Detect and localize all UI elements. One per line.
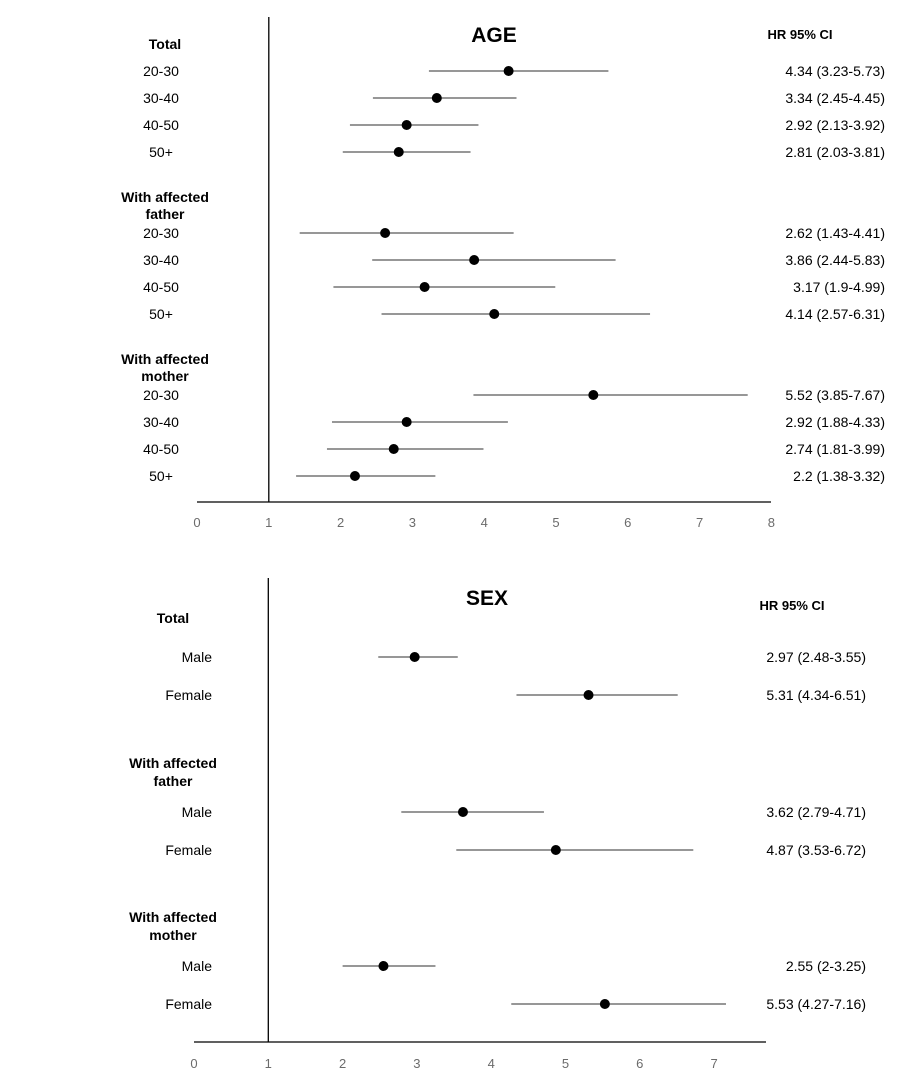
hr-ci-value: 4.14 (2.57-6.31) [785,306,885,322]
hr-point [349,471,360,481]
hr-ci-value: 5.52 (3.85-7.67) [785,387,885,403]
x-tick-label: 2 [339,1056,346,1071]
group-label: Total [149,36,181,52]
hr-point [380,228,391,238]
row-label: Male [182,958,213,974]
group-label: father [146,206,185,222]
hr-ci-value: 3.34 (2.45-4.45) [785,90,885,106]
x-tick-label: 7 [696,515,703,530]
hr-point [503,66,514,76]
row-label: 40-50 [143,117,179,133]
hr-point [588,390,599,400]
group-label: With affected [129,909,217,925]
hr-ci-header: HR 95% CI [767,27,832,42]
hr-ci-value: 2.62 (1.43-4.41) [785,225,885,241]
hr-point [393,147,404,157]
x-tick-label: 4 [481,515,488,530]
forest-plot-age: AGE HR 95% CI 0 1 2 3 4 5 6 7 8 Total 20-30 4.34 (3.2… [121,17,885,530]
hr-point [583,690,594,700]
row-label: Male [182,649,213,665]
row-label: 20-30 [143,225,179,241]
hr-ci-value: 4.87 (3.53-6.72) [766,842,866,858]
group-label: With affected [121,351,209,367]
hr-ci-value: 2.97 (2.48-3.55) [766,649,866,665]
row-label: Female [165,687,212,703]
hr-ci-value: 5.53 (4.27-7.16) [766,996,866,1012]
chart-title: SEX [466,587,508,610]
x-tick-label: 3 [409,515,416,530]
x-tick-label: 0 [193,515,200,530]
x-tick-label: 2 [337,515,344,530]
x-tick-label: 6 [624,515,631,530]
hr-ci-value: 3.62 (2.79-4.71) [766,804,866,820]
row-label: 20-30 [143,63,179,79]
row-label: 30-40 [143,90,179,106]
hr-ci-value: 2.2 (1.38-3.32) [793,468,885,484]
x-tick-label: 7 [710,1056,717,1071]
hr-ci-value: 2.74 (1.81-3.99) [785,441,885,457]
x-tick-label: 4 [488,1056,495,1071]
chart-title: AGE [471,24,517,47]
hr-ci-value: 2.92 (1.88-4.33) [785,414,885,430]
hr-ci-value: 4.34 (3.23-5.73) [785,63,885,79]
group-label: mother [149,927,197,943]
hr-ci-header: HR 95% CI [759,598,824,613]
hr-point [401,120,412,130]
hr-point [388,444,399,454]
row-label: Female [165,996,212,1012]
x-tick-label: 0 [190,1056,197,1071]
row-label: 30-40 [143,252,179,268]
row-label: 40-50 [143,279,179,295]
x-tick-label: 5 [552,515,559,530]
hr-point [599,999,610,1009]
row-label: 50+ [149,144,173,160]
group-label: mother [141,368,189,384]
hr-ci-value: 5.31 (4.34-6.51) [766,687,866,703]
hr-point [419,282,430,292]
x-tick-label: 8 [768,515,775,530]
x-tick-label: 1 [265,1056,272,1071]
hr-point [457,807,468,817]
hr-point [401,417,412,427]
hr-ci-value: 2.55 (2-3.25) [786,958,866,974]
forest-plot-sex: SEX HR 95% CI 0 1 2 3 4 5 6 7 Total Male 2.97 (2.48-… [129,578,866,1071]
row-label: Male [182,804,213,820]
row-label: 30-40 [143,414,179,430]
group-label: With affected [129,755,217,771]
hr-point [489,309,500,319]
row-label: 20-30 [143,387,179,403]
x-tick-label: 5 [562,1056,569,1071]
x-tick-label: 6 [636,1056,643,1071]
hr-point [550,845,561,855]
hr-point [431,93,442,103]
hr-ci-value: 2.81 (2.03-3.81) [785,144,885,160]
hr-ci-value: 3.86 (2.44-5.83) [785,252,885,268]
hr-ci-value: 2.92 (2.13-3.92) [785,117,885,133]
row-label: Female [165,842,212,858]
x-tick-label: 1 [265,515,272,530]
group-label: Total [157,610,189,626]
group-label: With affected [121,189,209,205]
hr-point [378,961,389,971]
x-tick-label: 3 [413,1056,420,1071]
hr-point [409,652,420,662]
group-label: father [154,773,193,789]
hr-ci-value: 3.17 (1.9-4.99) [793,279,885,295]
row-label: 50+ [149,468,173,484]
row-label: 40-50 [143,441,179,457]
row-label: 50+ [149,306,173,322]
hr-point [469,255,480,265]
